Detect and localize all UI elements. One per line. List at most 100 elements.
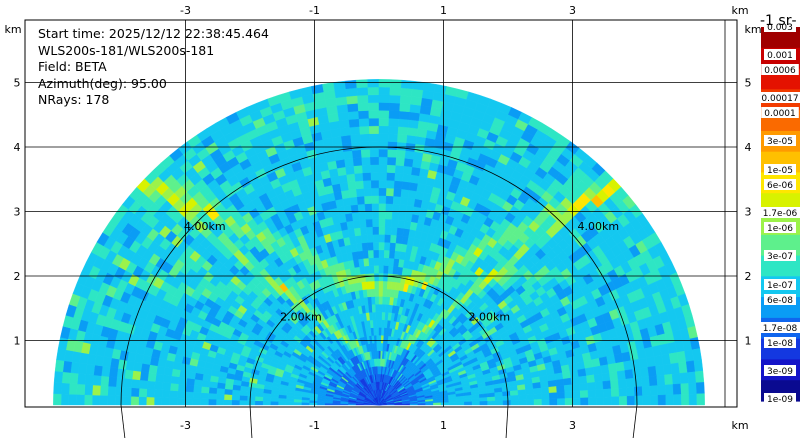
sector-cell [357,250,364,260]
sector-cell [634,395,643,406]
sector-cell [223,393,233,401]
sector-cell [396,141,407,151]
sector-cell [695,382,705,395]
sector-cell [239,395,248,401]
sector-cell [397,133,408,144]
sector-cell [634,386,643,397]
sector-cell [670,362,681,375]
colorbar-label-box [764,21,796,32]
sector-cell [342,197,352,207]
sector-cell [192,391,202,400]
sector-cell [377,358,380,367]
sector-cell [394,403,403,406]
sector-cell [362,250,369,259]
sector-cell [339,127,351,137]
sector-cell [610,379,620,390]
sector-cell [378,241,385,251]
sector-cell [115,395,124,406]
sector-cell [231,399,240,406]
sector-cell [346,95,359,105]
sector-cell [200,386,210,394]
sector-cell [365,280,372,290]
colorbar-label-box [764,294,796,305]
sector-cell [91,384,101,396]
sector-cell [356,188,365,198]
sector-cell [361,156,371,166]
sector-cell [391,211,400,221]
colorbar-label-box [764,179,796,190]
sector-cell [510,399,519,406]
sector-cell [378,234,386,243]
y-tick-label: 2 [14,270,21,283]
sector-cell [388,110,400,120]
sector-cell [370,172,380,181]
sector-cell [556,385,565,393]
sector-cell [411,88,424,99]
sector-cell [672,383,682,395]
sector-cell [509,390,519,397]
sector-cell [372,311,377,321]
sector-cell [365,218,374,228]
sector-cell [215,393,225,400]
sector-cell [278,401,287,406]
sector-cell [378,249,385,258]
sector-cell [371,210,380,220]
sector-cell [68,383,78,395]
sector-cell [693,359,704,373]
sector-cell [626,386,636,397]
sector-cell [391,219,399,228]
sector-cell [479,397,488,402]
sector-cell [101,365,111,377]
sector-cell [378,273,384,282]
sector-cell [662,363,673,376]
range-ring-label: 4.00km [578,220,620,233]
sector-cell [373,265,380,274]
sector-cell [433,402,442,406]
sector-cell [540,381,549,389]
sector-cell [349,126,361,136]
sector-cell [564,391,574,399]
sector-cell [339,182,350,192]
sector-cell [376,335,380,344]
sector-cell [356,195,366,205]
sector-cell [386,404,395,406]
sector-cell [138,396,147,406]
sector-cell [371,296,376,305]
sector-cell [360,148,371,158]
sector-cell [153,396,163,406]
sector-cell [601,372,611,382]
range-ring-label: 4.00km [184,220,226,233]
sector-cell [146,396,155,406]
sector-cell [53,370,64,384]
colorbar-label: 1.7e-08 [763,324,798,334]
sector-cell [360,234,368,244]
sector-cell [388,117,400,127]
colorbar-label-box [761,107,799,118]
sector-cell [641,385,651,397]
sector-cell [177,383,187,392]
sector-cell [357,94,369,104]
sector-cell [673,394,682,406]
sector-cell [411,166,421,177]
sector-cell [406,134,418,145]
sector-cell [84,373,94,386]
sector-cell [378,133,389,142]
sector-cell [378,210,387,220]
x-tick-label: -3 [180,419,191,432]
colorbar-label-box [758,92,800,103]
sector-cell [334,88,347,99]
sector-cell [392,203,401,213]
sector-cell [372,226,380,235]
x-tick-labels-bottom: -3 -1 1 3 [180,419,576,432]
sector-cell [387,141,398,150]
sector-cell [586,382,596,391]
sector-cell [347,110,360,120]
sector-cell [650,395,659,406]
sector-cell [355,180,365,190]
sector-cell [139,371,149,381]
sector-cell [384,218,393,228]
sector-cell [99,395,108,406]
colorbar-label-box [764,365,796,376]
sector-cell [624,369,634,380]
